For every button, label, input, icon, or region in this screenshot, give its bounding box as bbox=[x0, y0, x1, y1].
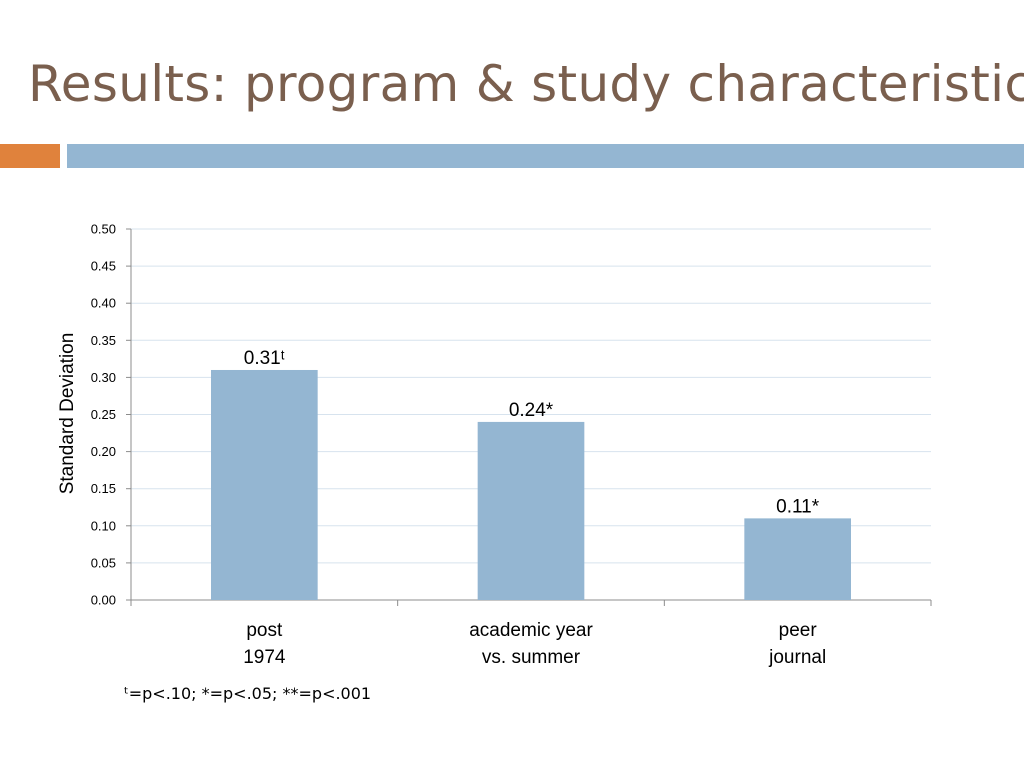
y-tick-label: 0.20 bbox=[91, 444, 116, 459]
bar bbox=[744, 518, 851, 600]
significance-footnote: ᵗ=p<.10; *=p<.05; **=p<.001 bbox=[124, 684, 372, 703]
y-tick-label: 0.10 bbox=[91, 518, 116, 533]
bar bbox=[211, 369, 318, 600]
slide-title: Results: program & study characteristics bbox=[28, 55, 1024, 113]
y-tick-label: 0.40 bbox=[91, 296, 116, 311]
x-category-label: vs. summer bbox=[482, 647, 581, 668]
x-category-label: academic year bbox=[469, 620, 593, 641]
x-category-label: post bbox=[246, 620, 283, 641]
title-accent-blue-bar bbox=[67, 144, 1024, 168]
y-axis-title: Standard Deviation bbox=[57, 333, 78, 495]
y-tick-label: 0.45 bbox=[91, 259, 116, 274]
x-category-label: 1974 bbox=[243, 647, 286, 668]
data-label: 0.31ᵗ bbox=[244, 348, 285, 369]
x-category-label: journal bbox=[768, 647, 826, 668]
y-tick-label: 0.35 bbox=[91, 333, 116, 348]
data-label: 0.24* bbox=[509, 400, 554, 421]
y-tick-label: 0.15 bbox=[91, 481, 116, 496]
bar bbox=[477, 421, 585, 600]
title-accent-orange-bar bbox=[0, 144, 60, 168]
y-tick-label: 0.00 bbox=[91, 593, 116, 608]
x-category-label: peer bbox=[779, 620, 818, 641]
y-tick-label: 0.50 bbox=[91, 222, 116, 237]
y-tick-label: 0.30 bbox=[91, 370, 116, 385]
data-label: 0.11* bbox=[776, 496, 820, 517]
y-tick-label: 0.05 bbox=[91, 555, 116, 570]
y-tick-label: 0.25 bbox=[91, 407, 116, 422]
